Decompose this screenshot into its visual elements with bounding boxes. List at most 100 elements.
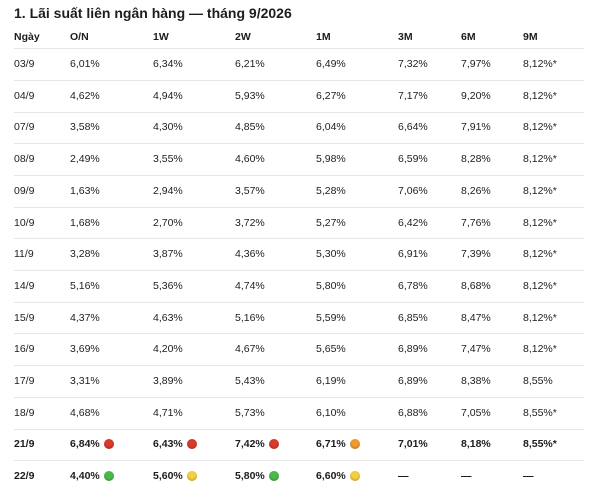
divider xyxy=(14,460,584,462)
divider xyxy=(14,365,584,367)
cell-text: 5,60% xyxy=(153,470,183,483)
cell-text: 04/9 xyxy=(14,89,35,102)
rate-cell: 5,98% xyxy=(316,152,346,166)
cell-text: 3,72% xyxy=(235,216,265,229)
rate-cell: 1,63% xyxy=(70,184,100,198)
cell-text: 5,73% xyxy=(235,406,265,419)
cell-text: 21/9 xyxy=(14,438,35,451)
cell-text: 4,71% xyxy=(153,406,183,419)
rate-cell: 6,71% xyxy=(316,437,360,451)
cell-text: 8,68% xyxy=(461,279,491,292)
cell-text: 8,12%* xyxy=(523,216,557,229)
status-dot xyxy=(186,439,197,450)
rate-cell: 3,31% xyxy=(70,374,100,388)
cell-text: 8,28% xyxy=(461,153,491,166)
cell-text: 6,19% xyxy=(316,375,346,387)
cell-text: 2,49% xyxy=(70,153,100,166)
cell-text: 10/9 xyxy=(14,216,35,229)
cell-text: 1,63% xyxy=(70,184,100,197)
rate-cell: 7,17% xyxy=(398,89,428,103)
cell-text: — xyxy=(461,470,472,483)
rate-cell: 5,80% xyxy=(235,469,279,483)
cell-text: 5,36% xyxy=(153,279,183,292)
cell-text: 7,76% xyxy=(461,216,491,229)
cell-text: 5,43% xyxy=(235,375,265,387)
rate-cell: 1,68% xyxy=(70,216,100,230)
cell-text: 2,94% xyxy=(153,184,183,197)
rate-cell: 6,01% xyxy=(70,57,100,71)
cell-text: 4,68% xyxy=(70,406,100,419)
cell-text: 8,38% xyxy=(461,375,491,387)
rate-cell: 6,43% xyxy=(153,437,197,451)
cell-text: 18/9 xyxy=(14,406,35,419)
rate-cell: 3,28% xyxy=(70,247,100,261)
status-dot xyxy=(103,439,114,450)
rate-cell: — xyxy=(398,469,409,483)
rate-cell: 8,12%* xyxy=(523,89,557,103)
rate-cell: 6,88% xyxy=(398,406,428,420)
rate-cell: 4,68% xyxy=(70,406,100,420)
row-date: 18/9 xyxy=(14,406,34,420)
rate-cell: 6,21% xyxy=(235,57,265,71)
cell-text: 15/9 xyxy=(14,311,35,324)
column-header: 6M xyxy=(461,31,476,43)
rate-cell: 2,94% xyxy=(153,184,183,198)
cell-text: 1,68% xyxy=(70,216,100,229)
rate-cell: — xyxy=(523,469,534,483)
rate-cell: 5,73% xyxy=(235,406,265,420)
rate-cell: 4,62% xyxy=(70,89,100,103)
title: 1. Lãi suất liên ngân hàng — tháng 9/202… xyxy=(14,5,292,21)
cell-text: 08/9 xyxy=(14,153,35,166)
rate-cell: 6,85% xyxy=(398,311,428,325)
cell-text: 5,80% xyxy=(235,470,265,483)
rate-cell: 8,26% xyxy=(461,184,491,198)
rate-cell: 4,67% xyxy=(235,342,265,356)
rate-cell: 8,38% xyxy=(461,374,491,388)
row-date: 14/9 xyxy=(14,279,34,293)
divider xyxy=(14,428,584,430)
rate-cell: 8,12%* xyxy=(523,120,557,134)
cell-text: 5,59% xyxy=(316,311,346,324)
cell-text: 07/9 xyxy=(14,121,35,134)
row-date: 16/9 xyxy=(14,342,34,356)
rate-cell: 8,12%* xyxy=(523,216,557,230)
cell-text: 8,47% xyxy=(461,311,491,324)
row-date: 04/9 xyxy=(14,89,34,103)
cell-text: 14/9 xyxy=(14,279,35,292)
rate-cell: 8,68% xyxy=(461,279,491,293)
rate-cell: 7,01% xyxy=(398,437,428,451)
cell-text: 11/9 xyxy=(14,248,34,261)
row-date: 03/9 xyxy=(14,57,34,71)
cell-text: 5,30% xyxy=(316,248,346,261)
rate-cell: 2,70% xyxy=(153,216,183,230)
cell-text: 4,30% xyxy=(153,121,183,134)
cell-text: 3,58% xyxy=(70,121,100,134)
rate-cell: 4,30% xyxy=(153,120,183,134)
cell-text: 6,43% xyxy=(153,438,183,451)
row-date: 21/9 xyxy=(14,437,34,451)
rate-cell: 3,57% xyxy=(235,184,265,198)
rate-cell: 5,27% xyxy=(316,216,346,230)
rate-cell: 8,12%* xyxy=(523,247,557,261)
divider xyxy=(14,396,584,398)
column-header: 3M xyxy=(398,31,413,43)
row-date: 07/9 xyxy=(14,120,34,134)
rate-cell: 6,91% xyxy=(398,247,428,261)
cell-text: 4,20% xyxy=(153,343,183,356)
divider xyxy=(14,238,584,240)
column-header: O/N xyxy=(70,31,89,43)
cell-text: 8,12%* xyxy=(523,279,557,292)
cell-text: 3,87% xyxy=(153,248,183,261)
rate-cell: 5,80% xyxy=(316,279,346,293)
rate-cell: 8,12%* xyxy=(523,152,557,166)
cell-text: 3,69% xyxy=(70,343,100,356)
cell-text: 4,67% xyxy=(235,343,265,356)
rate-cell: 3,58% xyxy=(70,120,100,134)
cell-text: 9,20% xyxy=(461,89,491,102)
rate-cell: 5,43% xyxy=(235,374,265,388)
cell-text: 5,93% xyxy=(235,89,265,102)
rate-cell: 5,93% xyxy=(235,89,265,103)
row-date: 09/9 xyxy=(14,184,34,198)
rate-cell: 7,76% xyxy=(461,216,491,230)
